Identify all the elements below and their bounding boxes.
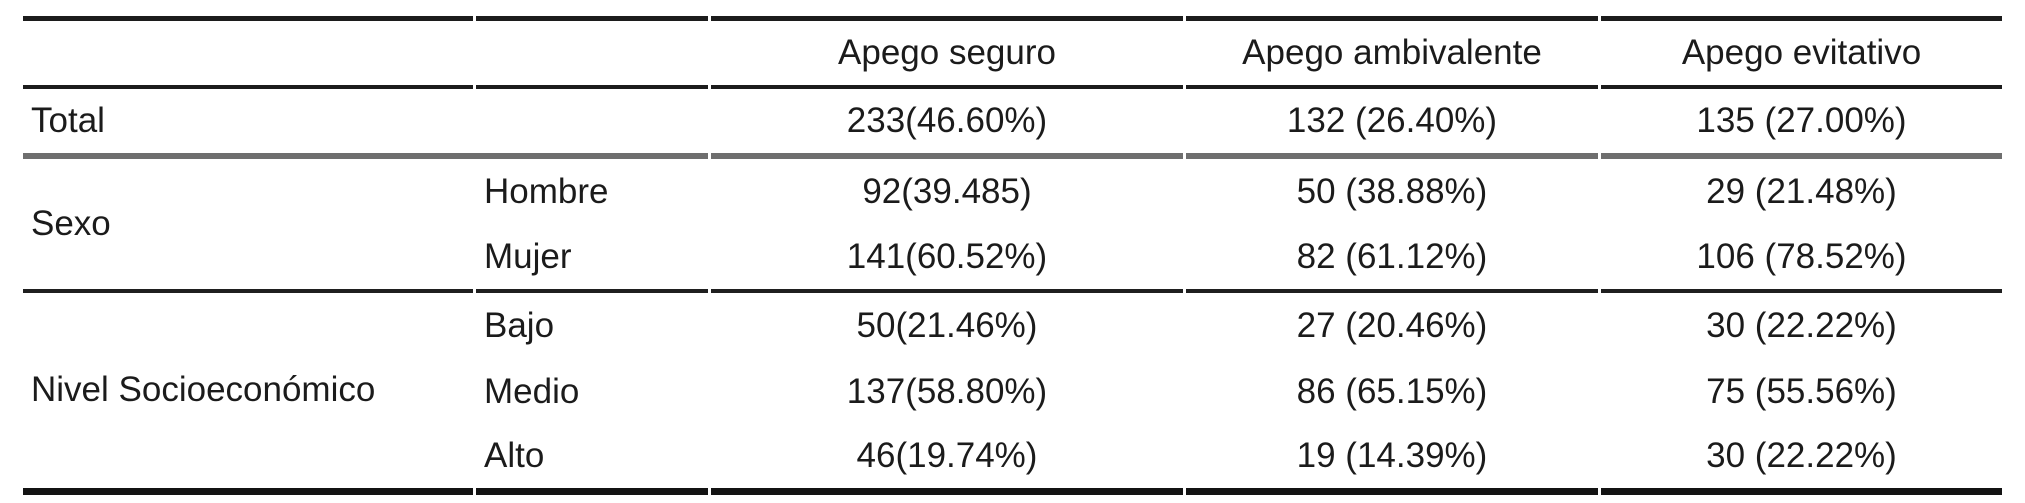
table-row-bajo: Nivel Socioeconómico Bajo 50(21.46%) 27 … — [23, 293, 2002, 495]
table-row-hombre: Sexo Hombre 92(39.485) 50 (38.88%) 29 (2… — [23, 159, 2002, 293]
cell-alto-seguro: 46(19.74%) — [711, 425, 1183, 495]
cell-alto-evitativo: 30 (22.22%) — [1601, 425, 2002, 495]
group-label-sexo: Sexo — [23, 159, 473, 293]
cell-total-seguro: 233(46.60%) — [711, 89, 1183, 159]
cell-hombre-evitativo: 29 (21.48%) — [1706, 171, 1897, 211]
row-label-alto: Alto — [476, 425, 708, 495]
cell-medio-evitativo: 75 (55.56%) — [1706, 371, 1897, 411]
cell-hombre-seguro: 92(39.485) — [862, 171, 1032, 211]
cell-mujer-seguro: 141(60.52%) — [711, 225, 1183, 293]
table-header-row: Apego seguro Apego ambivalente Apego evi… — [23, 16, 2002, 89]
row-label-mujer: Mujer — [476, 225, 708, 293]
cell-total-ambivalente: 132 (26.40%) — [1186, 89, 1598, 159]
cell-medio-seguro: 137(58.80%) — [846, 371, 1048, 411]
cell-medio-ambivalente: 86 (65.15%) — [1296, 371, 1488, 411]
column-header-apego-evitativo: Apego evitativo — [1601, 16, 2002, 89]
row-label-bajo: Bajo — [484, 305, 555, 345]
table-row-total: Total 233(46.60%) 132 (26.40%) 135 (27.0… — [23, 89, 2002, 159]
attachment-distribution-table: Apego seguro Apego ambivalente Apego evi… — [20, 16, 2005, 495]
group-label-nivel-socioeconomico: Nivel Socioeconómico — [23, 293, 473, 495]
column-header-apego-ambivalente: Apego ambivalente — [1186, 16, 1598, 89]
row-label-medio: Medio — [484, 371, 580, 411]
header-empty-group — [23, 16, 473, 89]
cell-alto-ambivalente: 19 (14.39%) — [1186, 425, 1598, 495]
row-label-total: Total — [23, 89, 708, 159]
cell-total-evitativo: 135 (27.00%) — [1601, 89, 2002, 159]
cell-mujer-ambivalente: 82 (61.12%) — [1186, 225, 1598, 293]
row-label-hombre: Hombre — [484, 171, 609, 211]
table-row-mujer: Mujer 141(60.52%) 82 (61.12%) 106 (78.52… — [23, 225, 2002, 293]
cell-bajo-ambivalente: 27 (20.46%) — [1296, 305, 1488, 345]
cell-bajo-evitativo: 30 (22.22%) — [1706, 305, 1897, 345]
header-empty-sub — [476, 16, 708, 89]
cell-hombre-ambivalente: 50 (38.88%) — [1296, 171, 1488, 211]
cell-mujer-evitativo: 106 (78.52%) — [1601, 225, 2002, 293]
table-row-medio: Medio 137(58.80%) 86 (65.15%) 75 (55.56%… — [23, 359, 2002, 425]
cell-bajo-seguro: 50(21.46%) — [856, 305, 1038, 345]
column-header-apego-seguro: Apego seguro — [711, 16, 1183, 89]
table-row-alto: Alto 46(19.74%) 19 (14.39%) 30 (22.22%) — [23, 425, 2002, 495]
